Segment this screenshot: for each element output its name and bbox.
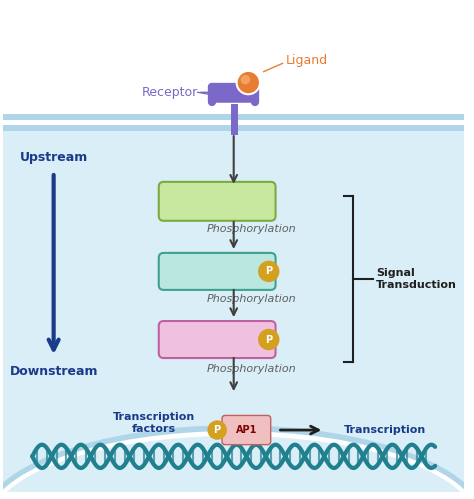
Polygon shape xyxy=(212,84,255,102)
Text: Signal
Transduction: Signal Transduction xyxy=(376,268,456,290)
Ellipse shape xyxy=(0,425,474,499)
FancyBboxPatch shape xyxy=(159,253,275,290)
Text: Transcription: Transcription xyxy=(344,425,426,435)
FancyBboxPatch shape xyxy=(3,131,465,493)
FancyBboxPatch shape xyxy=(222,416,271,445)
Circle shape xyxy=(258,329,280,350)
Circle shape xyxy=(237,71,260,94)
Circle shape xyxy=(208,420,227,440)
FancyBboxPatch shape xyxy=(3,120,465,125)
Ellipse shape xyxy=(0,431,474,499)
Text: Transcription
factors: Transcription factors xyxy=(113,413,195,434)
Circle shape xyxy=(258,260,280,282)
Ellipse shape xyxy=(0,436,474,499)
Text: Phosphorylation: Phosphorylation xyxy=(206,364,296,374)
Text: P: P xyxy=(265,266,272,276)
Text: Ligand: Ligand xyxy=(285,54,328,67)
Text: Phosphorylation: Phosphorylation xyxy=(206,293,296,304)
Text: P: P xyxy=(214,425,221,435)
FancyBboxPatch shape xyxy=(3,114,465,131)
Text: Upstream: Upstream xyxy=(19,151,88,164)
Text: P: P xyxy=(265,334,272,344)
Text: Receptor: Receptor xyxy=(141,86,198,99)
Circle shape xyxy=(240,75,250,84)
FancyBboxPatch shape xyxy=(159,182,275,221)
Text: AP1: AP1 xyxy=(236,425,257,435)
Text: Phosphorylation: Phosphorylation xyxy=(206,224,296,234)
FancyBboxPatch shape xyxy=(159,321,275,358)
Text: Downstream: Downstream xyxy=(9,365,98,378)
